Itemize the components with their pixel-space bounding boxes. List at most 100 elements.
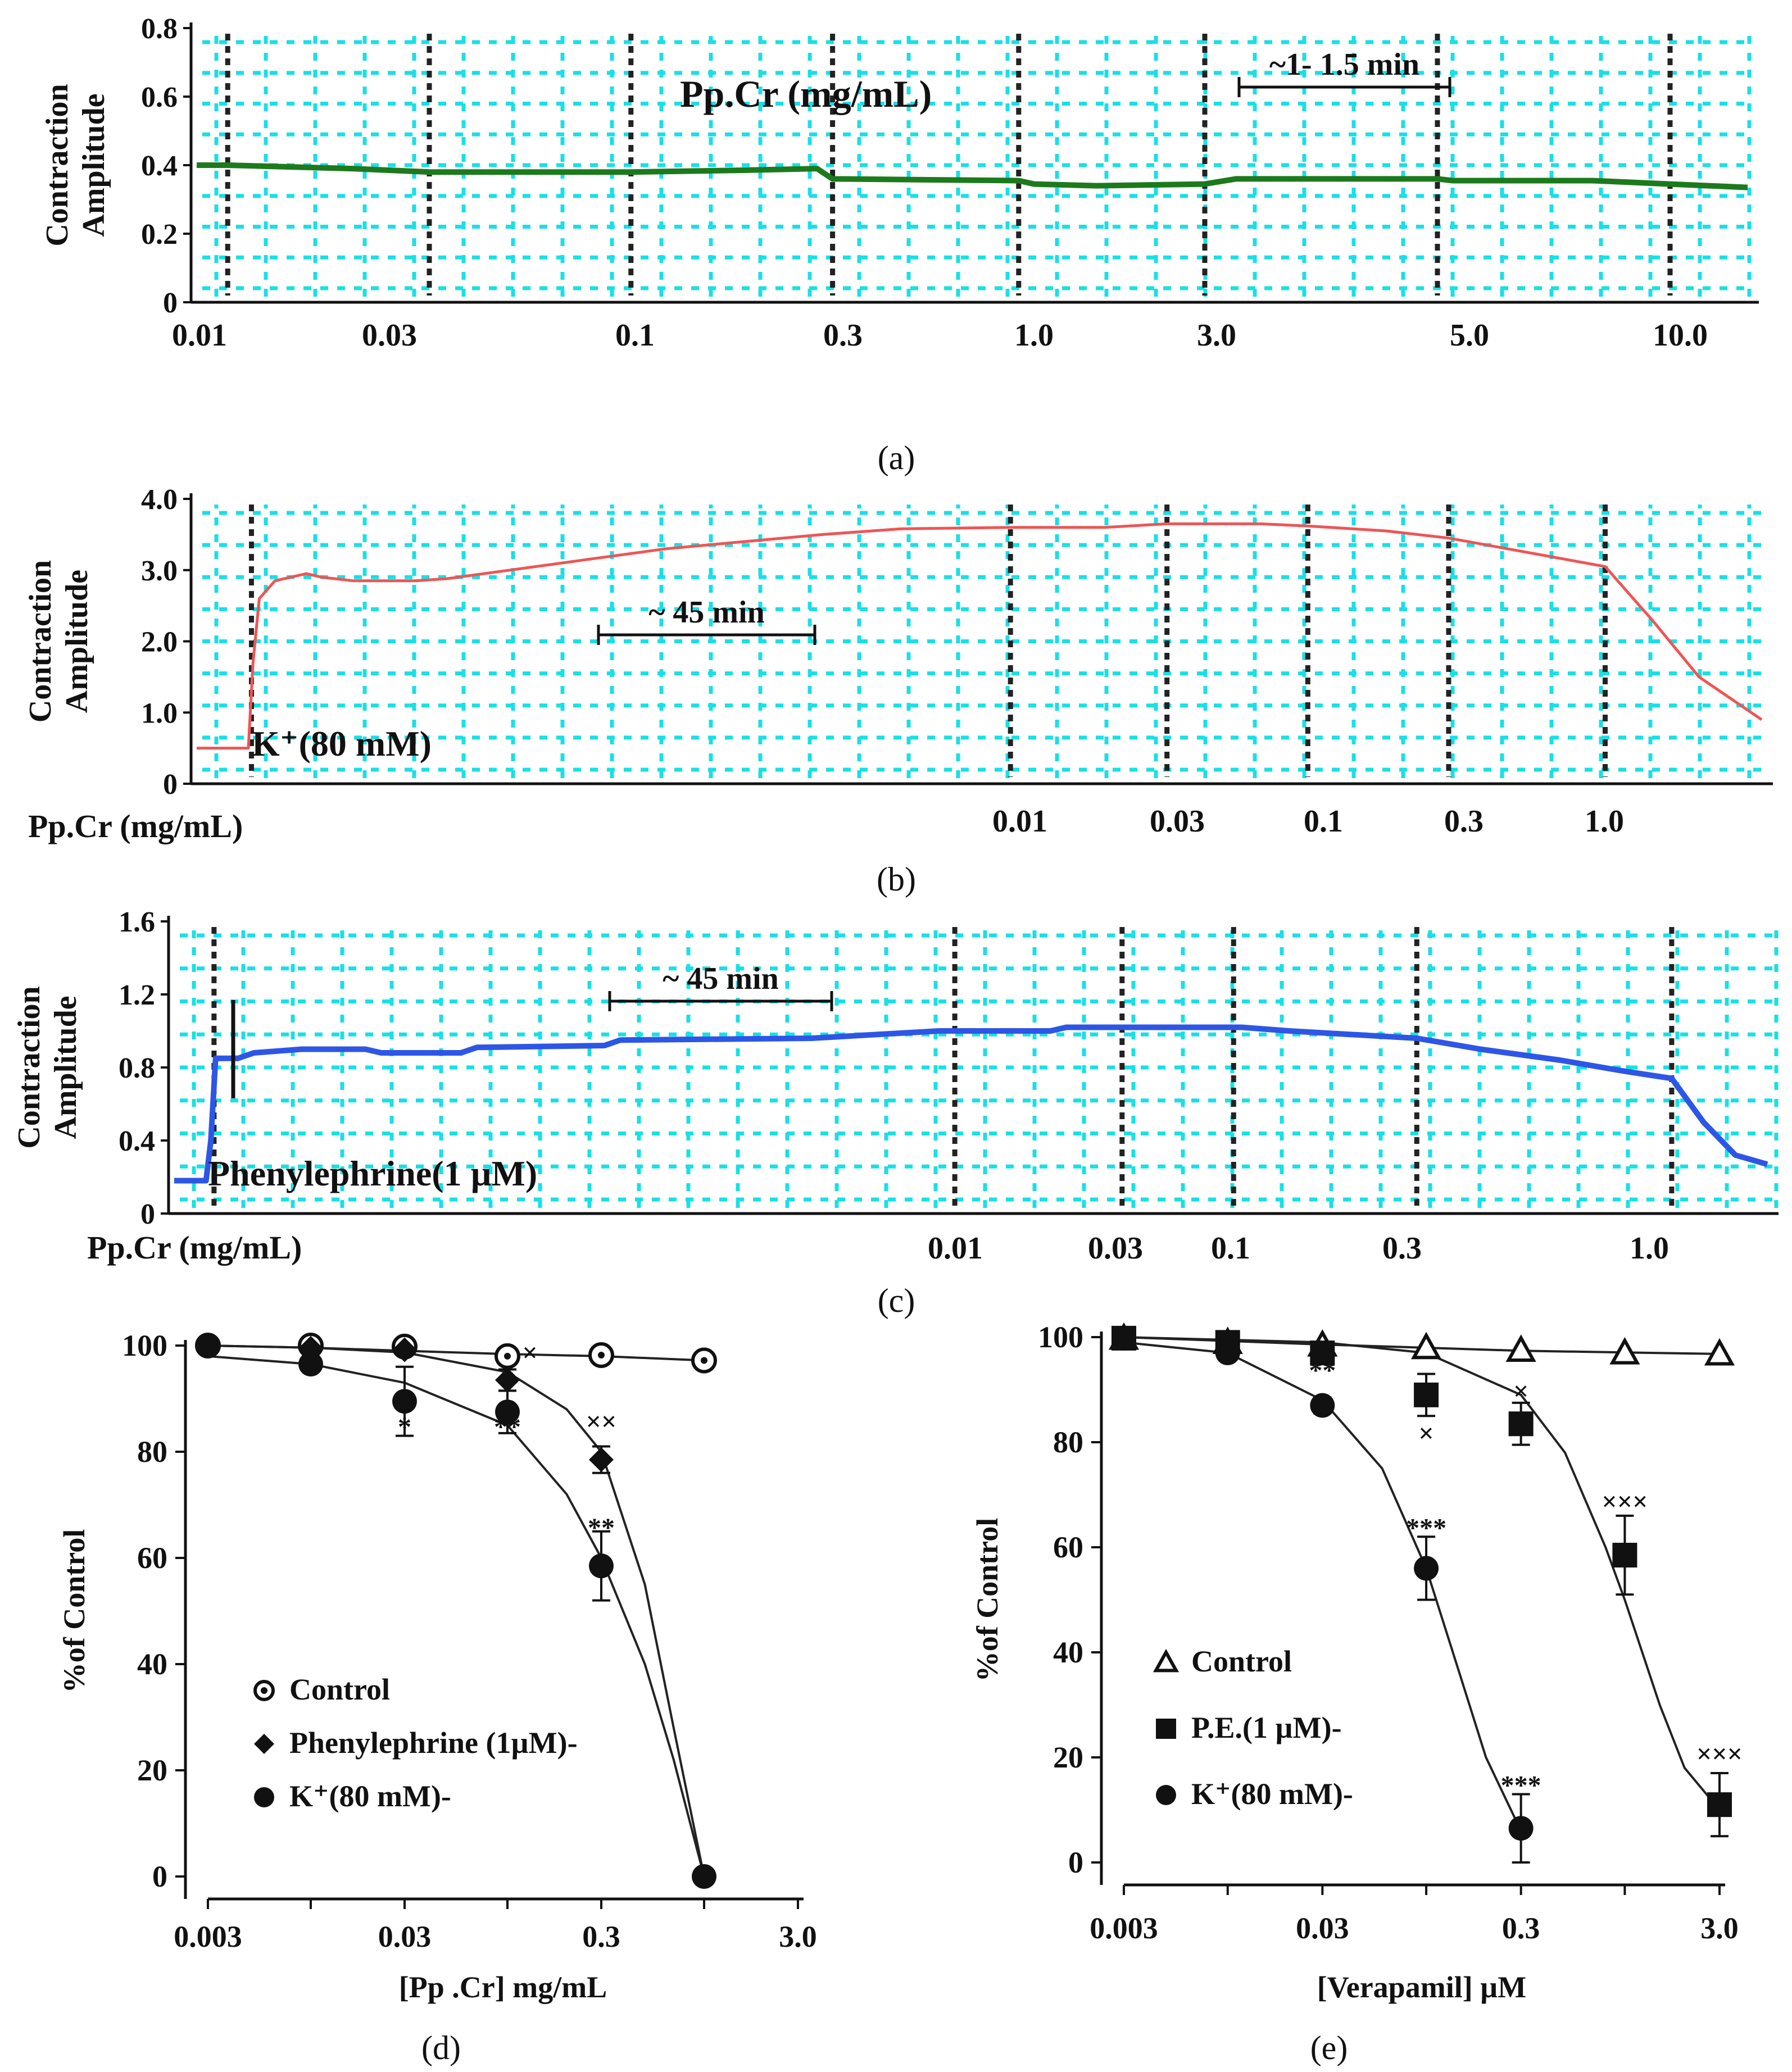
data-point [1505, 1334, 1536, 1362]
data-point-dot [701, 1357, 708, 1364]
significance-mark: * [398, 1412, 411, 1442]
data-point-dot [261, 1687, 267, 1694]
legend-label: Phenylephrine (1µM)- [289, 1726, 578, 1760]
y-tick-label: 2.0 [141, 626, 178, 658]
x-tick-label: 0.003 [174, 1920, 242, 1953]
panel-e: 0 20 40 60 80 100 0.003 0.03 0.3 3.0 [Verapamil] µ… [970, 1320, 1743, 2066]
y-tick-label: 0 [140, 1198, 155, 1230]
agonist-label: K⁺(80 mM) [252, 724, 432, 764]
data-point-dot [598, 1352, 605, 1359]
y-tick-label: 0 [163, 769, 178, 801]
legend-label: K⁺(80 mM)- [289, 1779, 451, 1813]
fit-curve [1123, 1341, 1522, 1832]
y-tick-label: 0.6 [141, 81, 178, 113]
y-tick-label: 0 [152, 1860, 167, 1893]
y-axis-label: %of Control [57, 1529, 91, 1693]
legend-label: Control [289, 1673, 390, 1706]
data-point [254, 1787, 274, 1807]
legend-label: K⁺(80 mM)- [1191, 1777, 1353, 1811]
dose-markers-a [225, 34, 1673, 296]
significance-mark: ××× [1696, 1739, 1743, 1769]
data-point-dot [504, 1352, 511, 1360]
dose-label: 0.1 [615, 318, 655, 353]
significance-mark: × [522, 1338, 537, 1367]
significance-mark: *** [1406, 1513, 1446, 1543]
y-tick-label: 0.4 [141, 150, 178, 182]
y-tick-label: 1.6 [119, 906, 155, 938]
y-tick-label: 80 [137, 1435, 167, 1469]
significance-mark: ** [1309, 1356, 1336, 1385]
y-tick-label: 60 [1053, 1530, 1083, 1564]
caption: (c) [878, 1282, 915, 1319]
data-point [196, 1333, 220, 1358]
x-tick-label: 0.3 [582, 1920, 620, 1953]
dose-label: 1.0 [1585, 804, 1624, 839]
y-tick-label: 40 [1053, 1635, 1083, 1669]
dose-label: 1.0 [1014, 318, 1054, 353]
dose-label: 0.3 [1444, 804, 1483, 839]
drug-annotation: Pp.Cr (mg/mL) [680, 72, 932, 115]
panel-c: 0 0.4 0.8 1.2 1.6 Contraction Amplitude 0.01 0.0… [12, 906, 1779, 1319]
dose-label: 0.03 [1088, 1231, 1143, 1266]
y-axis-label: Amplitude [48, 996, 83, 1139]
y-tick-label: 0 [163, 287, 178, 319]
x-tick-label: 0.3 [1502, 1911, 1540, 1945]
data-point [1612, 1543, 1637, 1568]
dose-label: 0.3 [823, 318, 863, 353]
panel-d: 0 20 40 60 80 100 0.003 0.03 0.3 3.0 [Pp .Cr] mg/m… [57, 1329, 817, 2066]
data-point [1414, 1382, 1439, 1407]
caption: (a) [878, 439, 915, 476]
x-tick-label: 0.03 [1296, 1911, 1349, 1945]
significance-mark: ** [588, 1513, 615, 1543]
dose-label: 0.01 [172, 318, 227, 353]
dose-label: 0.1 [1304, 804, 1343, 839]
x-axis-label: [Pp .Cr] mg/mL [399, 1970, 607, 2004]
grid-b [202, 505, 1767, 778]
x-axis-label: Pp.Cr (mg/mL) [28, 808, 243, 844]
data-point [1508, 1411, 1534, 1437]
panel-a: 0 0.2 0.4 0.6 0.8 Contraction Amplitude 0.01 0.0… [40, 13, 1759, 476]
y-tick-label: 1.0 [141, 697, 178, 729]
y-tick-label: 1.2 [119, 979, 155, 1011]
legend-label: Control [1191, 1644, 1292, 1678]
data-point [691, 1347, 718, 1374]
x-axis-label: Pp.Cr (mg/mL) [87, 1229, 302, 1266]
y-tick-label: 0 [1068, 1846, 1083, 1879]
time-scale-label: ~ 45 min [663, 961, 778, 996]
y-tick-label: 0.2 [141, 219, 178, 251]
data-point [1156, 1785, 1176, 1805]
significance-mark: × [1418, 1419, 1433, 1448]
trace-line [174, 1024, 1768, 1184]
x-tick-label: 3.0 [779, 1920, 817, 1953]
y-tick-label: 100 [122, 1329, 167, 1362]
data-point [495, 1367, 520, 1393]
data-point [692, 1864, 717, 1889]
data-point [588, 1342, 614, 1369]
legend-label: P.E.(1 µM)- [1191, 1711, 1342, 1744]
caption: (d) [421, 2029, 461, 2066]
data-point [1609, 1337, 1640, 1365]
caption: (e) [1310, 2029, 1348, 2066]
time-scale-label: ~ 45 min [648, 595, 764, 630]
data-point [1310, 1393, 1335, 1418]
y-tick-label: 0.8 [141, 13, 178, 45]
dose-label: 3.0 [1197, 318, 1236, 353]
trace-line [197, 522, 1763, 750]
data-point [392, 1337, 417, 1362]
dose-label: 5.0 [1450, 318, 1489, 353]
dose-label: 10.0 [1653, 318, 1708, 353]
grid-a [202, 34, 1753, 297]
dose-label: 0.01 [928, 1231, 983, 1266]
data-point [589, 1447, 614, 1473]
significance-mark: ** [494, 1412, 521, 1442]
panel-b: 0 1.0 2.0 3.0 4.0 Contraction Amplitude 0.01 0.0… [23, 484, 1773, 898]
fit-curve [207, 1344, 705, 1877]
significance-mark: × [1513, 1376, 1528, 1406]
y-tick-label: 80 [1053, 1425, 1083, 1459]
y-axis-label: Contraction [40, 84, 75, 246]
x-axis-label: [Verapamil] µM [1317, 1970, 1527, 2004]
significance-mark: ×× [586, 1407, 617, 1437]
agonist-label: Phenylephrine(1 µM) [208, 1153, 537, 1193]
y-tick-label: 40 [137, 1647, 167, 1681]
time-scale-label: ~1- 1.5 min [1269, 47, 1419, 82]
